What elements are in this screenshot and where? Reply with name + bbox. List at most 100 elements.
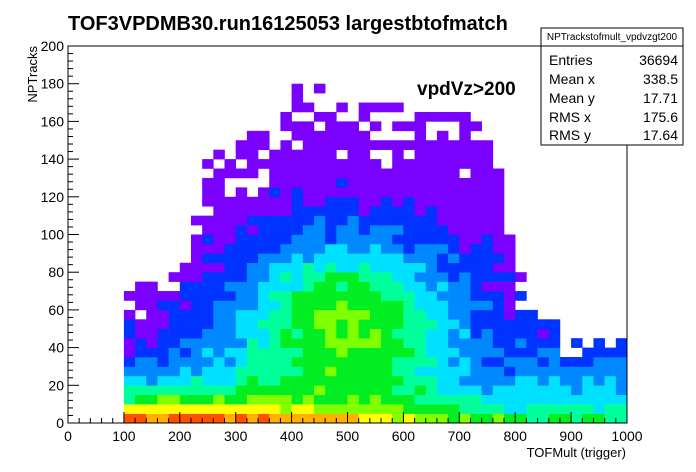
heatmap-cell (436, 187, 449, 198)
heatmap-cell (313, 413, 326, 424)
heatmap-cell (313, 187, 326, 198)
heatmap-cell (358, 130, 371, 141)
heatmap-cell (168, 385, 181, 396)
heatmap-cell (313, 168, 326, 179)
heatmap-cell (246, 319, 259, 330)
heatmap-cell (258, 272, 270, 282)
heatmap-cell (347, 366, 359, 377)
heatmap-cell (436, 272, 449, 282)
heatmap-cell (436, 281, 449, 292)
heatmap-cell (235, 309, 248, 320)
y-tick-label: 140 (41, 151, 65, 167)
heatmap-cell (313, 206, 326, 216)
heatmap-cell (504, 281, 516, 292)
heatmap-cell (414, 149, 427, 160)
heatmap-cell (559, 394, 572, 405)
heatmap-cell (291, 93, 304, 103)
heatmap-cell (336, 357, 348, 367)
heatmap-cell (123, 291, 136, 301)
heatmap-cell (347, 187, 359, 198)
heatmap-cell (492, 385, 505, 396)
heatmap-cell (280, 300, 292, 311)
heatmap-cell (615, 338, 628, 348)
heatmap-cell (325, 281, 337, 292)
heatmap-cell (425, 375, 438, 386)
heatmap-cell (604, 413, 617, 424)
heatmap-cell (548, 375, 561, 386)
heatmap-cell (470, 187, 482, 198)
heatmap-cell (470, 366, 482, 377)
heatmap-cell (190, 319, 203, 330)
heatmap-cell (492, 291, 505, 301)
heatmap-cell (224, 168, 236, 179)
heatmap-cell (313, 130, 326, 141)
heatmap-cell (515, 385, 527, 396)
heatmap-cell (436, 111, 449, 122)
heatmap-cell (369, 394, 382, 405)
heatmap-cell (381, 272, 393, 282)
heatmap-cell (190, 375, 203, 386)
heatmap-cell (358, 111, 371, 122)
heatmap-cell (313, 347, 326, 358)
heatmap-cell (604, 366, 617, 377)
heatmap-cell (123, 366, 136, 377)
heatmap-cell (213, 272, 225, 282)
heatmap-cell (381, 394, 393, 405)
heatmap-cell (459, 281, 471, 292)
heatmap-cell (425, 309, 438, 320)
heatmap-cell (313, 262, 326, 273)
heatmap-cell (582, 385, 594, 396)
heatmap-cell (258, 338, 270, 348)
heatmap-cell (537, 347, 550, 358)
heatmap-cell (571, 385, 583, 396)
heatmap-cell (459, 243, 471, 254)
heatmap-cell (425, 319, 438, 330)
heatmap-cell (436, 328, 449, 339)
heatmap-cell (403, 385, 415, 396)
x-axis-title: TOFMult (trigger) (527, 445, 626, 460)
heatmap-cell (392, 347, 404, 358)
heatmap-cell (258, 206, 270, 216)
heatmap-cell (537, 328, 550, 339)
heatmap-cell (571, 357, 583, 367)
heatmap-cell (347, 140, 359, 150)
heatmap-cell (190, 309, 203, 320)
heatmap-cell (123, 394, 136, 405)
heatmap-cell (325, 413, 337, 424)
heatmap-cell (414, 234, 427, 245)
heatmap-cell (436, 404, 449, 414)
heatmap-cell (246, 253, 259, 264)
heatmap-cell (548, 394, 561, 405)
heatmap-cell (280, 375, 292, 386)
heatmap-cell (235, 413, 248, 424)
heatmap-cell (504, 243, 516, 254)
heatmap-cell (481, 366, 494, 377)
heatmap-cell (436, 385, 449, 396)
heatmap-cell (258, 253, 270, 264)
heatmap-cell (280, 347, 292, 358)
heatmap-cell (235, 375, 248, 386)
heatmap-cell (358, 253, 371, 264)
heatmap-cell (347, 159, 359, 169)
heatmap-cell (369, 234, 382, 245)
heatmap-cell (213, 215, 225, 226)
heatmap-cell (202, 291, 214, 301)
heatmap-cell (347, 206, 359, 216)
heatmap-cell (481, 413, 494, 424)
heatmap-cell (235, 347, 248, 358)
heatmap-cell (325, 291, 337, 301)
heatmap-cell (615, 385, 628, 396)
heatmap-cell (381, 215, 393, 226)
heatmap-cell (280, 215, 292, 226)
heatmap-cell (436, 338, 449, 348)
heatmap-cell (246, 309, 259, 320)
heatmap-cell (414, 253, 427, 264)
heatmap-cell (448, 196, 460, 207)
heatmap-cell (291, 281, 304, 292)
heatmap-cell (548, 319, 561, 330)
heatmap-cell (313, 196, 326, 207)
heatmap-cell (157, 300, 169, 311)
heatmap-cell (269, 347, 281, 358)
heatmap-cell (202, 394, 214, 405)
heatmap-cell (235, 196, 248, 207)
